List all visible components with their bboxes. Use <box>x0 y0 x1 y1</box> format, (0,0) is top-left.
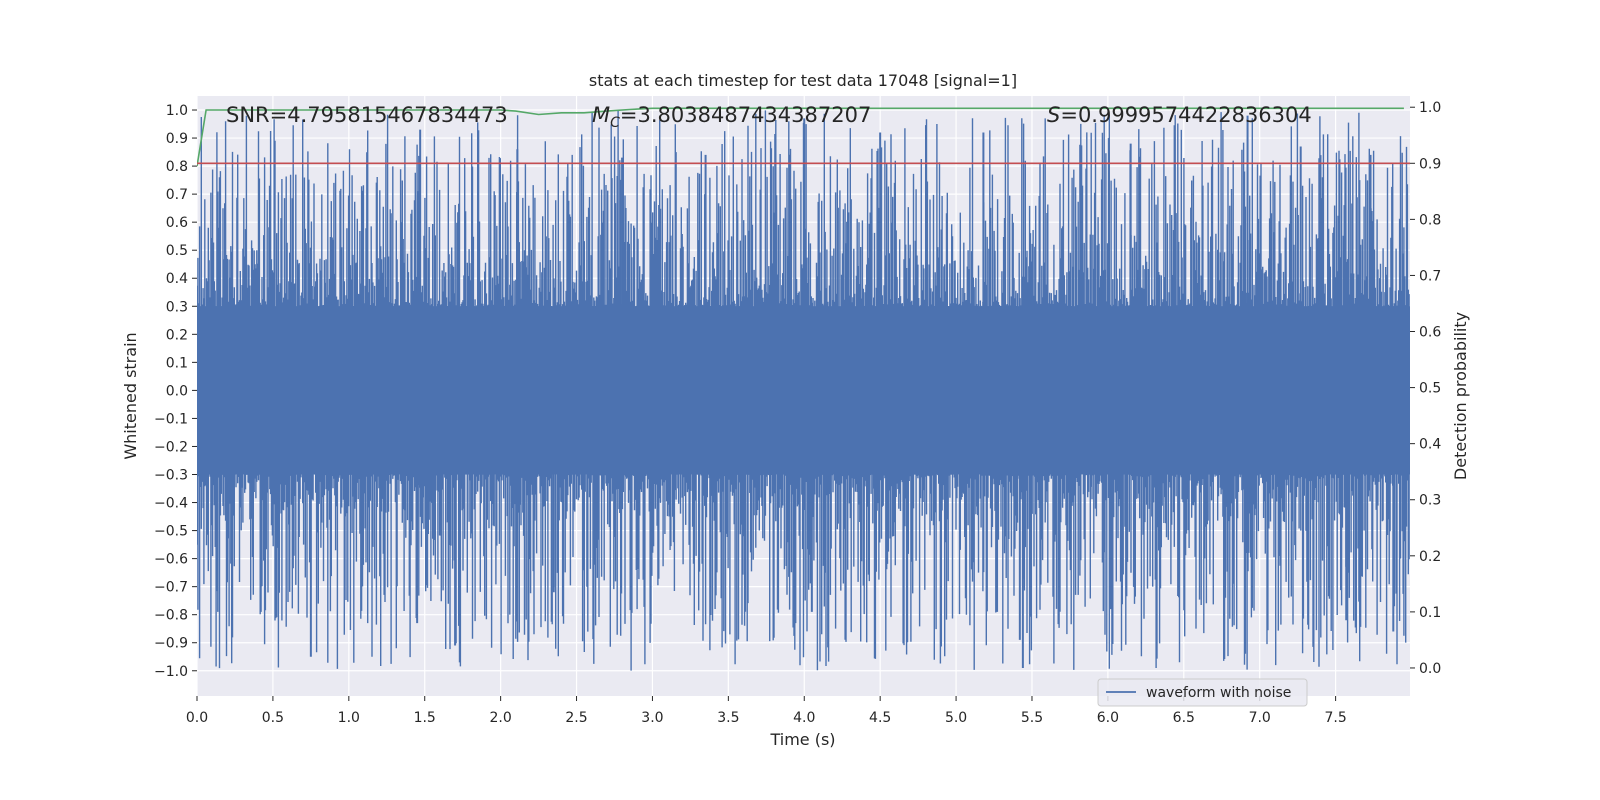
right-axis: 1.0 0.9 0.8 0.7 0.6 0.5 0.4 0.3 0.2 0.1 0.0 <box>1410 100 1441 677</box>
chirp-mass-value: =3.8038487434387207 <box>620 103 871 127</box>
x-tick-label: 6.0 <box>1097 710 1119 726</box>
snr-annotation: SNR=4.795815467834473 <box>226 103 508 127</box>
y-left-tick-label: 0.7 <box>166 187 188 203</box>
y-left-tick-label: −0.3 <box>154 468 188 484</box>
y-left-tick-label: −0.2 <box>154 439 188 455</box>
y-right-tick-label: 0.0 <box>1419 661 1441 677</box>
waveform-noise-trace <box>197 110 1410 671</box>
x-tick-label: 4.5 <box>869 710 891 726</box>
x-tick-label: 7.0 <box>1249 710 1271 726</box>
y-left-tick-label: −0.6 <box>154 552 188 568</box>
y-axis-left-label: Whitened strain <box>121 332 140 459</box>
y-left-tick-label: 0.2 <box>166 327 188 343</box>
score-value: =0.9999574422836304 <box>1060 103 1311 127</box>
x-tick-label: 5.0 <box>945 710 967 726</box>
y-left-tick-label: 0.8 <box>166 159 188 175</box>
y-right-tick-label: 0.7 <box>1419 268 1441 284</box>
y-right-tick-label: 0.8 <box>1419 212 1441 228</box>
y-left-tick-label: 0.5 <box>166 243 188 259</box>
y-left-tick-label: −0.9 <box>154 636 188 652</box>
score-symbol: S <box>1047 103 1060 127</box>
y-left-tick-label: 1.0 <box>166 103 188 119</box>
left-axis: 1.0 0.9 0.8 0.7 0.6 0.5 0.4 0.3 0.2 0.1 0.0 −0.1 −0.… <box>154 103 197 680</box>
y-left-tick-label: −0.7 <box>154 580 188 596</box>
y-left-tick-label: −0.1 <box>154 411 188 427</box>
x-tick-label: 5.5 <box>1021 710 1043 726</box>
x-tick-label: 6.5 <box>1173 710 1195 726</box>
x-tick-label: 0.5 <box>262 710 284 726</box>
y-left-tick-label: −0.4 <box>154 496 188 512</box>
chirp-mass-annotation: MC=3.8038487434387207 <box>592 103 871 131</box>
y-right-tick-label: 1.0 <box>1419 100 1441 116</box>
y-right-tick-label: 0.2 <box>1419 549 1441 565</box>
y-left-tick-label: −0.8 <box>154 608 188 624</box>
x-tick-label: 2.5 <box>565 710 587 726</box>
score-annotation: S=0.9999574422836304 <box>1047 103 1312 127</box>
x-tick-label: 4.0 <box>793 710 815 726</box>
y-right-tick-label: 0.9 <box>1419 156 1441 172</box>
y-right-tick-label: 0.1 <box>1419 605 1441 621</box>
y-left-tick-label: 0.9 <box>166 131 188 147</box>
y-left-tick-label: 0.3 <box>166 299 188 315</box>
y-right-tick-label: 0.3 <box>1419 493 1441 509</box>
x-tick-label: 7.5 <box>1324 710 1346 726</box>
x-tick-label: 3.5 <box>717 710 739 726</box>
x-tick-label: 1.5 <box>414 710 436 726</box>
chart-title: stats at each timestep for test data 170… <box>589 71 1017 90</box>
chirp-mass-subscript: C <box>610 115 620 131</box>
chirp-mass-symbol: M <box>592 103 610 127</box>
x-tick-label: 3.0 <box>641 710 663 726</box>
legend: waveform with noise <box>1097 678 1308 707</box>
x-axis-label: Time (s) <box>769 730 835 749</box>
y-left-tick-label: 0.4 <box>166 271 188 287</box>
y-right-tick-label: 0.6 <box>1419 325 1441 341</box>
legend-label: waveform with noise <box>1146 685 1291 701</box>
legend-box <box>1097 678 1308 707</box>
x-axis: 0.0 0.5 1.0 1.5 2.0 2.5 3.0 3.5 4.0 4.5 5.0 5.5 6.0 6… <box>186 696 1347 726</box>
x-tick-label: 2.0 <box>489 710 511 726</box>
y-left-tick-label: −1.0 <box>154 664 188 680</box>
y-axis-right-label: Detection probability <box>1451 312 1470 480</box>
y-left-tick-label: 0.6 <box>166 215 188 231</box>
x-tick-label: 1.0 <box>338 710 360 726</box>
x-tick-label: 0.0 <box>186 710 208 726</box>
y-left-tick-label: −0.5 <box>154 524 188 540</box>
detection-probability-line <box>197 107 1404 167</box>
y-right-tick-label: 0.4 <box>1419 437 1441 453</box>
y-left-tick-label: 0.0 <box>166 383 188 399</box>
y-left-tick-label: 0.1 <box>166 355 188 371</box>
series-layer <box>197 107 1410 671</box>
y-right-tick-label: 0.5 <box>1419 381 1441 397</box>
